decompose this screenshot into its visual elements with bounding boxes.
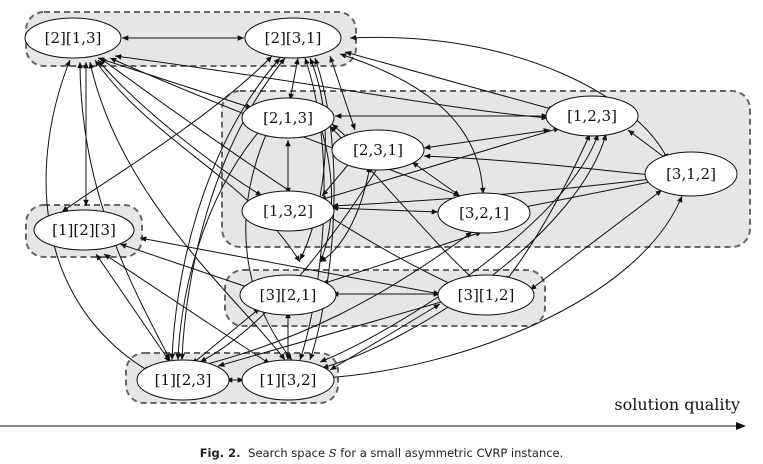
node-231: [2,3,1] [331, 129, 425, 171]
node-label: [1][2,3] [155, 371, 212, 389]
node-label: [2][3,1] [265, 29, 322, 47]
node-label: [3][1,2] [458, 286, 515, 304]
node-label: [2,3,1] [353, 141, 403, 159]
node-label: [2,1,3] [263, 109, 313, 127]
node-1-32: [1][3,2] [241, 359, 335, 401]
node-label: [1,3,2] [263, 202, 313, 220]
node-label: [3,2,1] [459, 204, 509, 222]
node-label: [1][2][3] [52, 221, 116, 239]
node-1-2-3: [1][2][3] [33, 209, 135, 251]
node-312: [3,1,2] [644, 151, 738, 197]
node-321: [3,2,1] [437, 192, 531, 234]
node-123: [1,2,3] [545, 95, 639, 137]
node-3-21: [3][2,1] [239, 274, 337, 316]
node-2-13: [2][1,3] [24, 17, 122, 59]
node-label: [1,2,3] [567, 107, 617, 125]
edge [344, 50, 556, 112]
caption-text-after: for a small asymmetric CVRP instance. [340, 446, 564, 460]
figure-label: Fig. 2. [199, 446, 241, 460]
node-2-31: [2][3,1] [244, 17, 342, 59]
figure-caption: Fig. 2. Search space S for a small asymm… [0, 446, 763, 460]
edge [103, 253, 271, 365]
edge [321, 195, 683, 381]
caption-symbol: S [328, 446, 337, 460]
node-label: [3,1,2] [666, 165, 716, 183]
node-1-23: [1][2,3] [136, 359, 230, 401]
node-label: [3][2,1] [260, 286, 317, 304]
caption-text-before: Search space [248, 446, 326, 460]
axis-label: solution quality [614, 395, 740, 414]
node-label: [2][1,3] [45, 29, 102, 47]
edges [45, 34, 683, 383]
edge [95, 253, 171, 363]
group-regions [25, 11, 751, 404]
axis-arrowhead [736, 422, 746, 430]
node-label: [1][3,2] [260, 371, 317, 389]
node-3-12: [3][1,2] [437, 274, 535, 316]
edge [288, 57, 300, 101]
edge [627, 129, 669, 161]
node-132: [1,3,2] [241, 190, 335, 232]
node-213: [2,1,3] [241, 97, 335, 139]
